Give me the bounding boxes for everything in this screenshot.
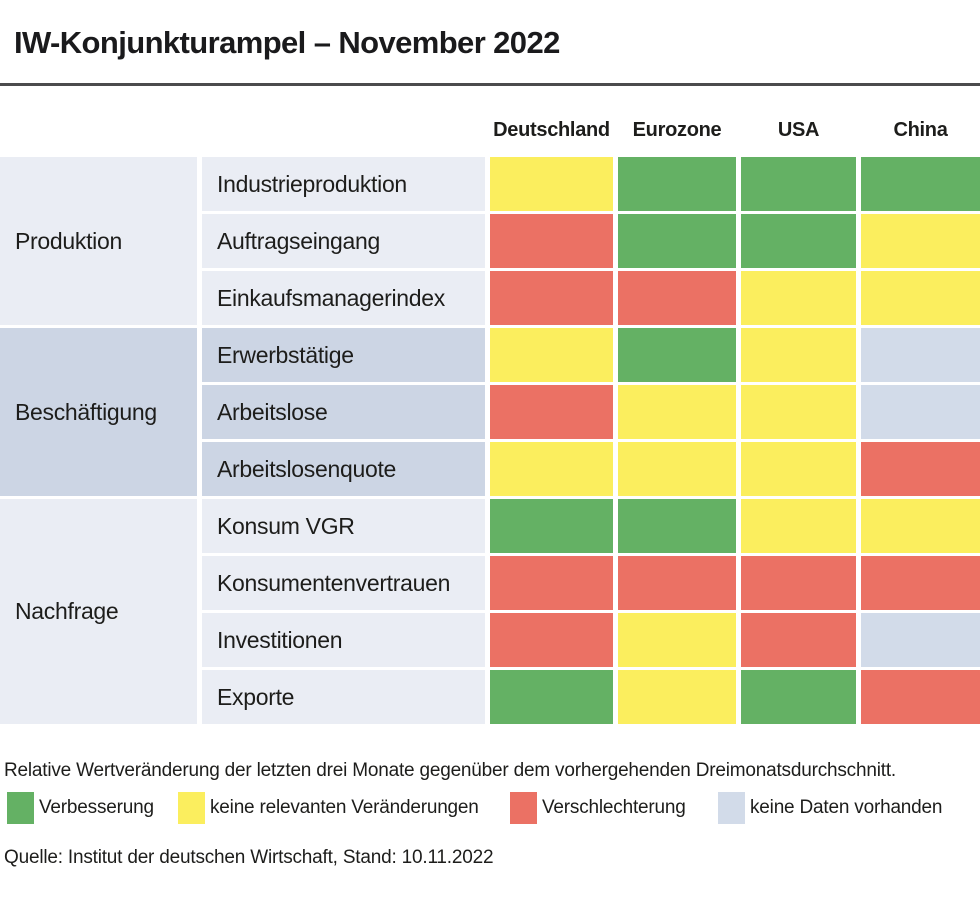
status-cell <box>741 670 856 724</box>
status-cell <box>618 157 736 211</box>
indicator-cell-konsum-vgr: Konsum VGR <box>202 499 485 553</box>
status-cell <box>618 613 736 667</box>
status-cell <box>490 385 613 439</box>
status-cell <box>618 499 736 553</box>
title-rule <box>0 83 980 86</box>
status-cell <box>618 271 736 325</box>
indicator-label: Arbeitslose <box>217 398 328 425</box>
status-cell <box>741 385 856 439</box>
legend-swatch-yellow <box>178 792 205 824</box>
konjunkturampel-table: Produktion Beschäftigung Nachfrage Indus… <box>0 157 980 724</box>
status-cell <box>861 442 980 496</box>
status-cell <box>861 271 980 325</box>
indicator-cell-konsumentenvertrauen: Konsumentenvertrauen <box>202 556 485 610</box>
legend-label: Verbesserung <box>39 797 154 818</box>
legend-item-verbesserung: Verbesserung <box>7 792 178 824</box>
indicator-label: Auftragseingang <box>217 227 381 254</box>
column-header-row: Deutschland Eurozone USA China <box>0 116 980 144</box>
indicator-cell-exporte: Exporte <box>202 670 485 724</box>
status-cell <box>490 442 613 496</box>
legend: Verbesserung keine relevanten Veränderun… <box>7 792 980 824</box>
status-cell <box>861 499 980 553</box>
status-cell <box>861 670 980 724</box>
legend-label: keine relevanten Veränderungen <box>210 797 479 818</box>
status-cell <box>490 328 613 382</box>
status-cell <box>618 556 736 610</box>
category-label: Produktion <box>15 227 122 254</box>
status-cell <box>490 157 613 211</box>
status-cell <box>741 157 856 211</box>
status-cell <box>618 214 736 268</box>
status-cell <box>490 670 613 724</box>
category-label: Nachfrage <box>15 598 119 624</box>
source-text: Quelle: Institut der deutschen Wirtschaf… <box>4 847 494 868</box>
legend-item-keine-daten: keine Daten vorhanden <box>718 792 942 824</box>
status-cell <box>741 499 856 553</box>
indicator-label: Arbeitslosenquote <box>217 455 397 482</box>
status-cell <box>741 556 856 610</box>
status-cell <box>741 613 856 667</box>
indicator-cell-investitionen: Investitionen <box>202 613 485 667</box>
indicator-cell-industrieproduktion: Industrieproduktion <box>202 157 485 211</box>
status-cell <box>490 613 613 667</box>
status-cell <box>741 328 856 382</box>
status-cell <box>861 214 980 268</box>
status-cell <box>861 328 980 382</box>
indicator-cell-auftragseingang: Auftragseingang <box>202 214 485 268</box>
status-cell <box>741 214 856 268</box>
category-label: Beschäftigung <box>15 398 157 425</box>
note-text: Relative Wertveränderung der letzten dre… <box>4 760 896 781</box>
status-cell <box>741 271 856 325</box>
legend-swatch-red <box>510 792 537 824</box>
status-cell <box>490 556 613 610</box>
legend-item-keine-veraenderungen: keine relevanten Veränderungen <box>178 792 510 824</box>
indicator-cell-einkaufsmanagerindex: Einkaufsmanagerindex <box>202 271 485 325</box>
indicator-cell-arbeitslosenquote: Arbeitslosenquote <box>202 442 485 496</box>
indicator-cell-erwerbstaetige: Erwerbstätige <box>202 328 485 382</box>
status-cell <box>861 613 980 667</box>
column-header-china: China <box>893 119 948 141</box>
legend-swatch-green <box>7 792 34 824</box>
column-header-eurozone: Eurozone <box>632 119 722 141</box>
legend-label: Verschlechterung <box>542 797 686 818</box>
page-title: IW-Konjunkturampel – November 2022 <box>14 25 560 60</box>
status-cell <box>490 499 613 553</box>
status-cell <box>861 157 980 211</box>
legend-label: keine Daten vorhanden <box>750 797 943 818</box>
indicator-label: Exporte <box>217 683 295 710</box>
column-header-usa: USA <box>777 119 820 141</box>
indicator-label: Industrieproduktion <box>217 170 407 197</box>
category-cell-beschaeftigung: Beschäftigung <box>0 328 197 496</box>
indicator-label: Investitionen <box>217 626 343 653</box>
status-cell <box>618 328 736 382</box>
indicator-cell-arbeitslose: Arbeitslose <box>202 385 485 439</box>
indicator-label: Erwerbstätige <box>217 341 354 368</box>
status-cell <box>618 670 736 724</box>
indicator-label: Konsum VGR <box>217 512 355 539</box>
status-cell <box>861 556 980 610</box>
status-cell <box>490 271 613 325</box>
status-cell <box>861 385 980 439</box>
indicator-label: Einkaufsmanagerindex <box>217 284 445 311</box>
legend-item-verschlechterung: Verschlechterung <box>510 792 718 824</box>
status-cell <box>490 214 613 268</box>
status-cell <box>618 385 736 439</box>
category-cell-nachfrage: Nachfrage <box>0 499 197 724</box>
indicator-label: Konsumentenvertrauen <box>217 569 451 596</box>
column-header-deutschland: Deutschland <box>493 119 610 141</box>
status-cell <box>618 442 736 496</box>
category-cell-produktion: Produktion <box>0 157 197 325</box>
legend-swatch-nodata <box>718 792 745 824</box>
status-cell <box>741 442 856 496</box>
